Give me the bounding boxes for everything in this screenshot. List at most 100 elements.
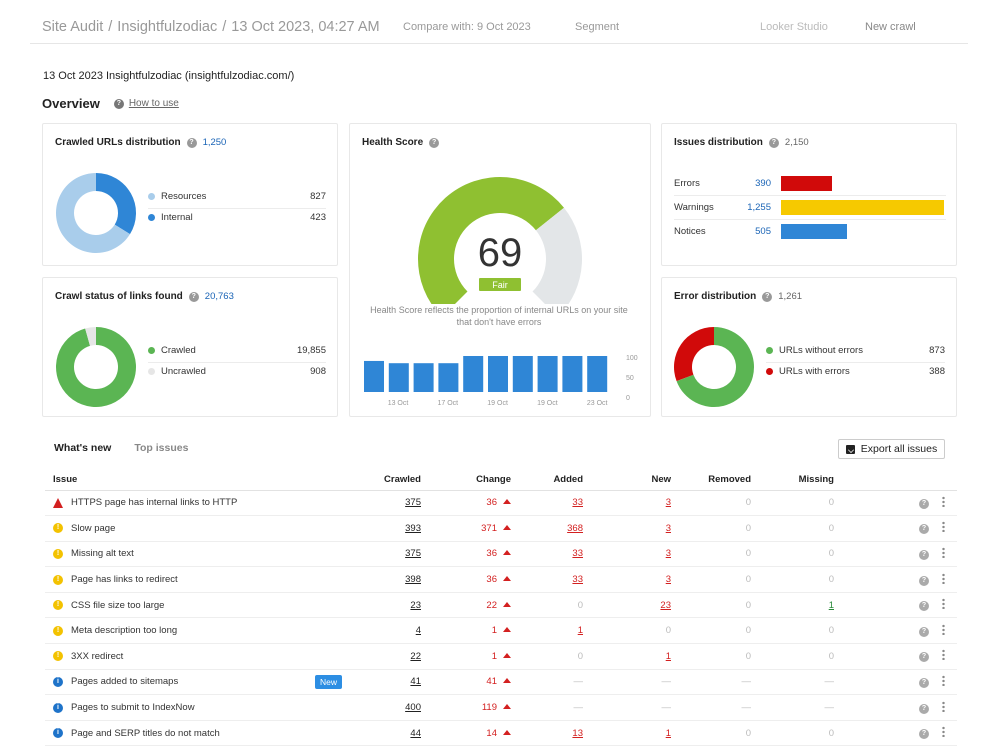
tab-whats-new[interactable]: What's new	[54, 442, 112, 454]
more-options-icon[interactable]	[941, 674, 945, 686]
help-icon[interactable]: ?	[919, 677, 929, 688]
help-icon[interactable]: ?	[919, 524, 929, 535]
help-icon[interactable]: ?	[919, 498, 929, 509]
more-options-icon[interactable]	[941, 598, 945, 610]
breadcrumb-project[interactable]: Insightfulzodiac	[117, 18, 218, 35]
issue-name[interactable]: HTTPS page has internal links to HTTP	[71, 497, 238, 509]
more-options-icon[interactable]	[941, 572, 945, 584]
health-history-bar[interactable]	[488, 356, 508, 392]
looker-studio-button[interactable]: Looker Studio	[760, 20, 828, 33]
more-options-icon[interactable]	[941, 649, 945, 661]
table-row[interactable]: ! CSS file size too large 23 22 0 23 0 1?	[45, 592, 957, 619]
new-crawl-button[interactable]: New crawl	[865, 20, 916, 33]
crawled-count[interactable]: 375	[405, 548, 421, 560]
added-count[interactable]: 33	[572, 574, 583, 586]
issue-name[interactable]: Pages to submit to IndexNow	[71, 702, 195, 714]
export-all-issues-button[interactable]: Export all issues	[838, 439, 945, 459]
crawled-count[interactable]: 400	[405, 702, 421, 714]
column-header-added[interactable]: Added	[511, 470, 583, 491]
help-icon[interactable]: ?	[186, 137, 197, 148]
donut-slice[interactable]	[674, 327, 714, 382]
new-count[interactable]: 3	[665, 574, 671, 586]
segment-dropdown[interactable]: Segment	[575, 20, 620, 33]
help-icon[interactable]: ?	[429, 137, 440, 148]
legend-item[interactable]: Internal 423	[148, 212, 326, 223]
health-history-bar[interactable]	[587, 356, 608, 392]
column-header-change[interactable]: Change	[421, 470, 511, 491]
table-row[interactable]: HTTPS page has internal links to HTTP 375…	[45, 490, 957, 517]
crawled-urls-count[interactable]: 1,250	[202, 137, 227, 148]
added-count[interactable]: 1	[577, 625, 583, 637]
column-header-removed[interactable]: Removed	[671, 470, 751, 491]
health-history-bar[interactable]	[463, 356, 484, 392]
more-options-icon[interactable]	[941, 546, 945, 558]
crawled-count[interactable]: 23	[410, 599, 421, 611]
how-to-use-link[interactable]: How to use	[128, 98, 179, 109]
column-header-missing[interactable]: Missing	[751, 470, 834, 491]
table-row[interactable]: i Page and SERP titles do not match 44 14 13…	[45, 720, 957, 747]
issue-type-count[interactable]: 1,255	[747, 201, 771, 213]
issue-type-count[interactable]: 505	[755, 225, 771, 237]
health-history-bar[interactable]	[413, 363, 434, 392]
table-row[interactable]: ! Meta description too long 4 1 1 0 0 0?	[45, 617, 957, 645]
table-row[interactable]: i Pages to submit to IndexNow 400 119 — — — —?	[45, 694, 957, 721]
health-history-bar[interactable]	[537, 356, 558, 392]
help-icon[interactable]: ?	[188, 291, 199, 302]
compare-dropdown[interactable]: Compare with: 9 Oct 2023	[403, 20, 531, 33]
missing-count[interactable]: 1	[828, 599, 834, 611]
health-history-bar[interactable]	[438, 363, 459, 392]
legend-item[interactable]: Crawled 19,855	[148, 345, 326, 356]
crawled-count[interactable]: 398	[405, 574, 421, 586]
crawl-status-count[interactable]: 20,763	[204, 291, 234, 302]
help-icon[interactable]: ?	[919, 703, 929, 714]
crawled-count[interactable]: 375	[405, 497, 421, 509]
tab-top-issues[interactable]: Top issues	[134, 442, 189, 454]
help-icon[interactable]: ?	[919, 626, 929, 637]
added-count[interactable]: 33	[572, 548, 583, 560]
crawled-count[interactable]: 44	[410, 727, 421, 739]
legend-item[interactable]: URLs without errors 873	[766, 345, 945, 356]
health-history-bar[interactable]	[388, 363, 409, 392]
more-options-icon[interactable]	[941, 623, 945, 635]
issue-name[interactable]: Page and SERP titles do not match	[71, 727, 220, 739]
new-count[interactable]: 1	[665, 650, 671, 662]
table-row[interactable]: ! Missing alt text 375 36 33 3 0 0?	[45, 541, 957, 568]
legend-item[interactable]: Resources 827	[148, 191, 326, 202]
crawled-count[interactable]: 393	[405, 522, 421, 534]
help-icon[interactable]: ?	[919, 575, 929, 586]
donut-slice[interactable]	[85, 327, 96, 346]
legend-item[interactable]: Uncrawled 908	[148, 366, 326, 377]
column-header-issue[interactable]: Issue	[45, 470, 315, 491]
table-row[interactable]: ! Page has links to redirect 398 36 33 3 0 0?	[45, 566, 957, 593]
new-count[interactable]: 3	[665, 497, 671, 509]
new-count[interactable]: 1	[665, 727, 671, 739]
added-count[interactable]: 33	[572, 497, 583, 509]
health-history-bar[interactable]	[364, 360, 384, 392]
table-row[interactable]: i Pages added to sitemaps New 41 41 — — — —?	[45, 669, 957, 696]
issues-notices-row[interactable]: Notices 505	[674, 221, 946, 241]
help-icon[interactable]: ?	[113, 98, 124, 109]
issue-name[interactable]: Page has links to redirect	[71, 574, 178, 586]
new-count[interactable]: 3	[665, 548, 671, 560]
legend-item[interactable]: URLs with errors 388	[766, 366, 945, 377]
help-icon[interactable]: ?	[919, 549, 929, 560]
issue-name[interactable]: Missing alt text	[71, 548, 134, 560]
help-icon[interactable]: ?	[762, 291, 773, 302]
breadcrumb-crawl-date[interactable]: 13 Oct 2023, 04:27 AM	[231, 18, 380, 35]
donut-slice[interactable]	[56, 327, 137, 407]
crawled-count[interactable]: 4	[415, 625, 421, 637]
health-history-bar[interactable]	[562, 356, 583, 392]
issue-name[interactable]: Pages added to sitemaps	[71, 676, 179, 688]
column-header-new[interactable]: New	[583, 470, 671, 491]
more-options-icon[interactable]	[941, 521, 945, 533]
added-count[interactable]: 368	[567, 522, 583, 534]
donut-slice[interactable]	[676, 327, 754, 407]
crawled-count[interactable]: 22	[410, 650, 421, 662]
more-options-icon[interactable]	[941, 700, 945, 712]
added-count[interactable]: 13	[572, 727, 583, 739]
issue-type-count[interactable]: 390	[755, 177, 771, 189]
donut-slice[interactable]	[96, 173, 136, 235]
donut-slice[interactable]	[56, 173, 130, 253]
help-icon[interactable]: ?	[919, 601, 929, 612]
issue-name[interactable]: CSS file size too large	[71, 599, 165, 611]
